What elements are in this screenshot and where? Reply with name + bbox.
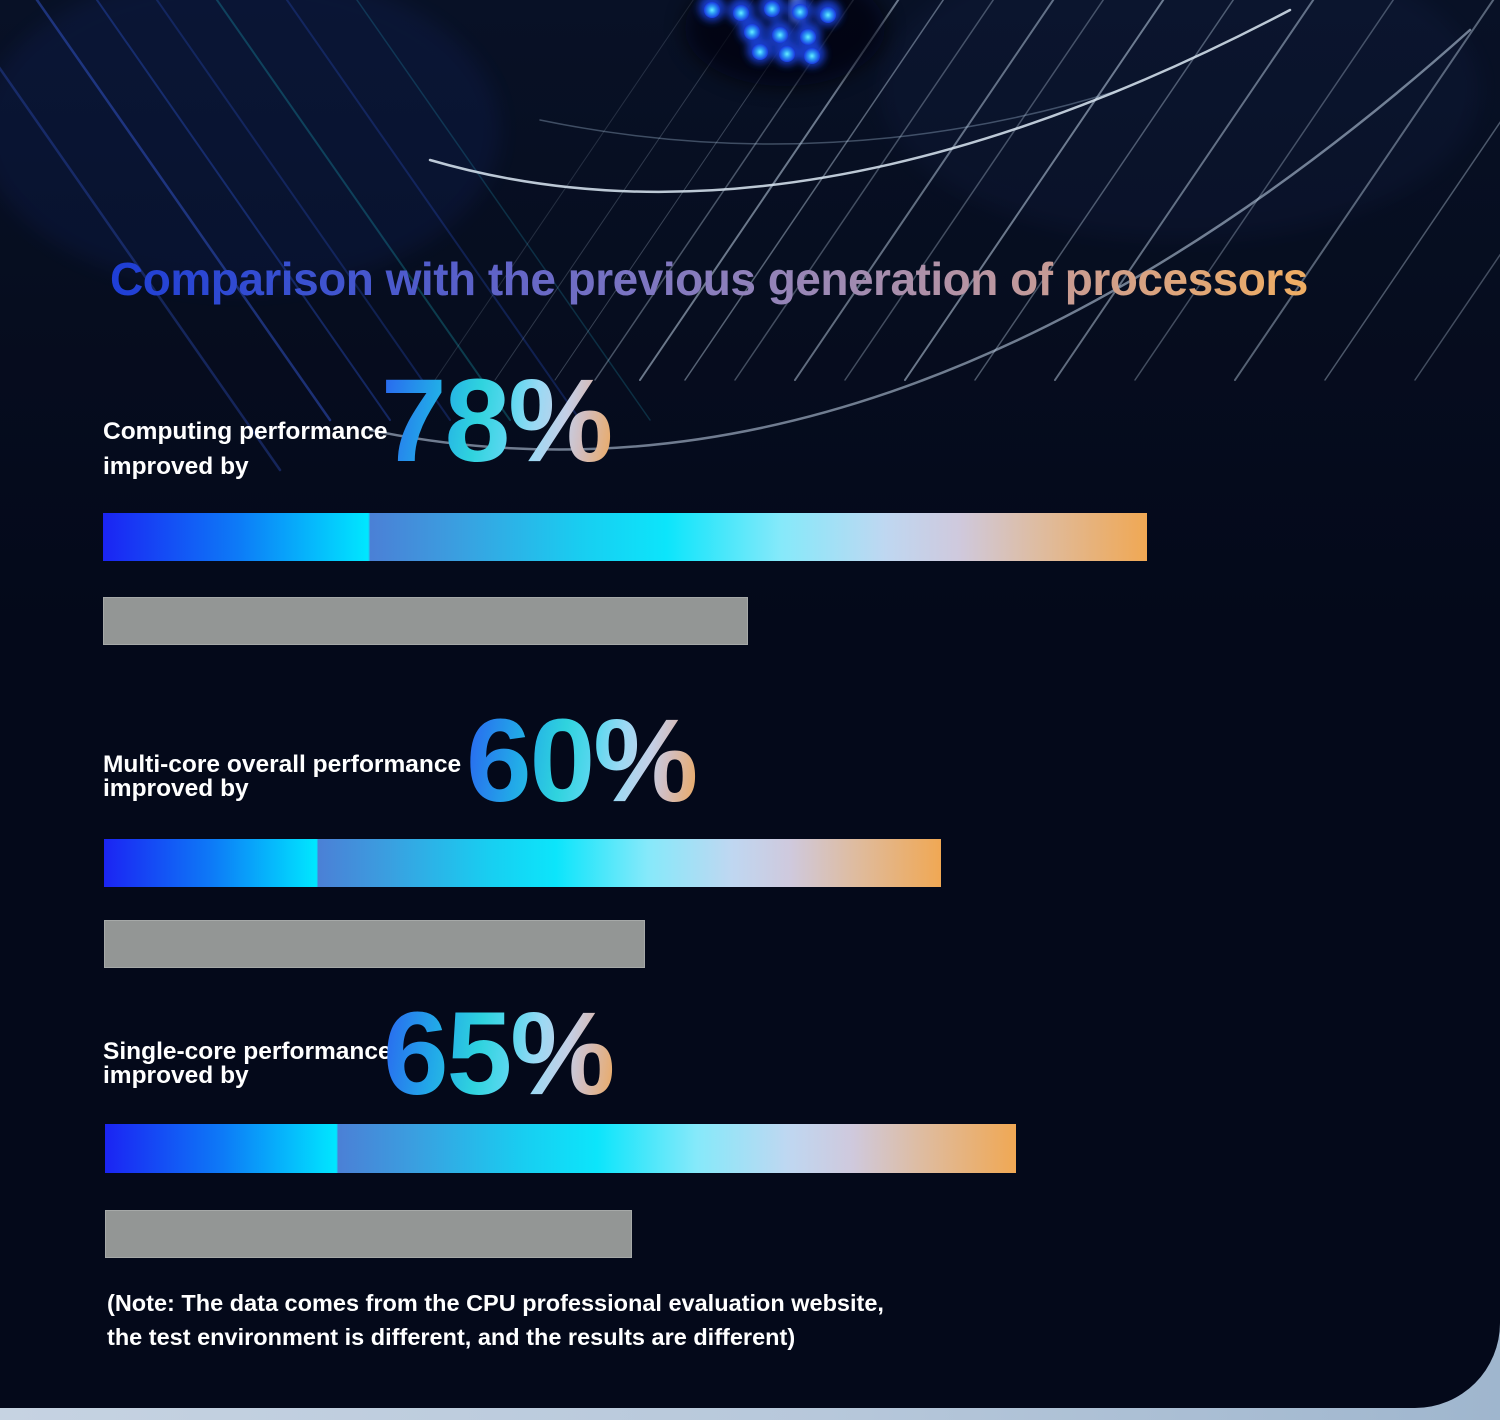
blue-light-streaks — [0, 0, 651, 472]
metric-label-line1: Multi-core overall performance — [103, 751, 462, 778]
metric-value-multicore: 60% — [466, 695, 698, 827]
ambient-glow — [880, 0, 1480, 240]
footnote: (Note: The data comes from the CPU profe… — [107, 1286, 884, 1354]
metric-label-singlecore: Single-core performance improved by — [103, 1040, 392, 1087]
page-title: Comparison with the previous generation … — [110, 253, 1308, 305]
metric-label-line1: Single-core performance — [103, 1038, 392, 1065]
metric-label-computing: Computing performance improved by — [103, 414, 388, 484]
improvement-bar-computing — [103, 513, 1147, 561]
metric-label-line2: improved by — [103, 774, 249, 802]
baseline-bar-multicore — [104, 920, 645, 968]
metric-label-line2: improved by — [103, 453, 249, 480]
footnote-line2: the test environment is different, and t… — [107, 1324, 796, 1350]
metric-label-line1: Computing performance — [103, 418, 388, 445]
led-dot-cluster — [685, 0, 885, 86]
metric-value-singlecore: 65% — [383, 988, 615, 1120]
metric-label-multicore: Multi-core overall performance improved … — [103, 753, 461, 800]
improvement-bar-singlecore — [105, 1124, 1016, 1173]
baseline-bar-computing — [103, 597, 748, 645]
baseline-bar-singlecore — [105, 1210, 632, 1258]
footnote-line1: (Note: The data comes from the CPU profe… — [107, 1290, 884, 1316]
metric-label-line2: improved by — [103, 1061, 249, 1089]
metric-value-computing: 78% — [381, 355, 613, 487]
radar-arcs — [368, 8, 1472, 451]
improvement-bar-multicore — [104, 839, 941, 887]
ambient-glow — [0, 0, 500, 290]
circuit-background-art — [0, 0, 1500, 472]
led-bright-dots — [704, 1, 836, 64]
